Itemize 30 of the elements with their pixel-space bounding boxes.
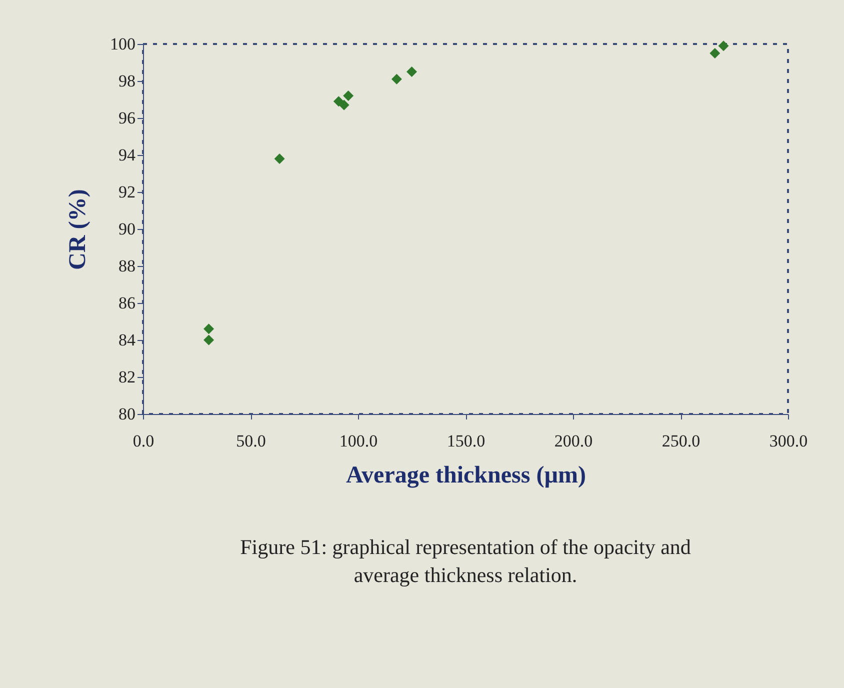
x-tick-label: 0.0 [132,432,154,450]
y-tick-label: 88 [118,256,136,276]
y-tick-label: 100 [110,34,136,54]
x-tick-label: 100.0 [339,432,378,450]
y-tick-label: 82 [118,368,136,386]
y-tick-label: 94 [118,146,136,164]
y-tick-label: 92 [118,182,136,202]
point [718,40,729,52]
y-tick-label: 84 [118,330,136,350]
point [204,324,214,334]
point [274,153,285,164]
y-tick-label: 90 [118,220,136,238]
point [391,74,402,84]
x-tick-label: 250.0 [662,432,700,450]
x-tick-label: 50.0 [236,432,266,450]
point [343,90,354,102]
y-tick-label: 80 [118,404,136,424]
y-axis-title: CR (%) [65,189,91,270]
x-tick-label: 150.0 [446,432,486,450]
y-tick-label: 86 [118,294,136,312]
x-tick-label: 200.0 [554,432,593,450]
point [710,48,720,58]
text: Figure 51: graphical representation of the opacity and average thickness relation. [240,535,692,587]
point [338,100,350,110]
point [406,66,417,77]
point [204,334,214,346]
x-tick-label: 300.0 [769,432,808,450]
y-tick-label: 96 [118,108,136,128]
x-axis-title: Average thickness (µm) [346,462,586,488]
y-tick-label: 98 [118,72,136,90]
